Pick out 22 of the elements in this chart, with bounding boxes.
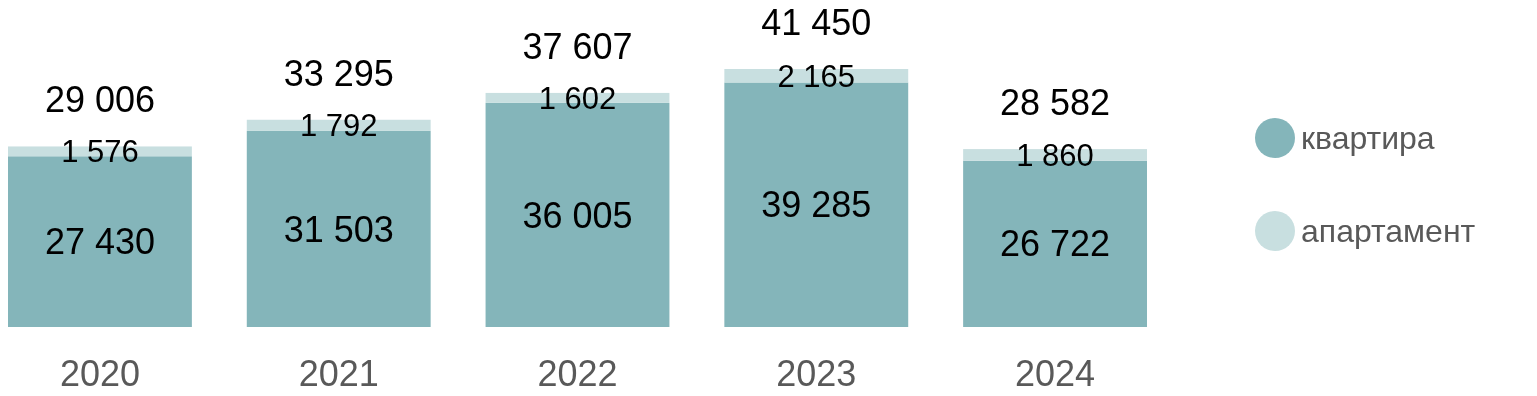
data-label: 36 005 (522, 194, 633, 236)
total-label: 29 006 (44, 79, 155, 121)
x-tick-label: 2022 (537, 353, 618, 394)
data-label: 2 165 (777, 58, 856, 94)
data-label: 27 430 (44, 221, 155, 263)
data-label: 39 285 (761, 184, 872, 226)
total-label: 33 295 (283, 52, 394, 94)
x-tick-label: 2024 (1015, 353, 1096, 394)
legend-label: квартира (1301, 120, 1435, 157)
total-label: 41 450 (761, 2, 872, 43)
data-label: 1 576 (61, 134, 139, 170)
x-tick-label: 2020 (59, 353, 140, 394)
data-label: 31 503 (283, 208, 394, 250)
data-label: 1 602 (538, 80, 617, 116)
legend-label: апартамент (1301, 213, 1476, 250)
data-label: 1 860 (1016, 137, 1094, 173)
data-label: 26 722 (1000, 223, 1111, 265)
x-tick-label: 2021 (298, 353, 379, 394)
total-label: 37 607 (522, 25, 633, 67)
data-label: 1 792 (299, 108, 378, 144)
total-label: 28 582 (1000, 82, 1111, 124)
x-tick-label: 2023 (776, 353, 857, 394)
